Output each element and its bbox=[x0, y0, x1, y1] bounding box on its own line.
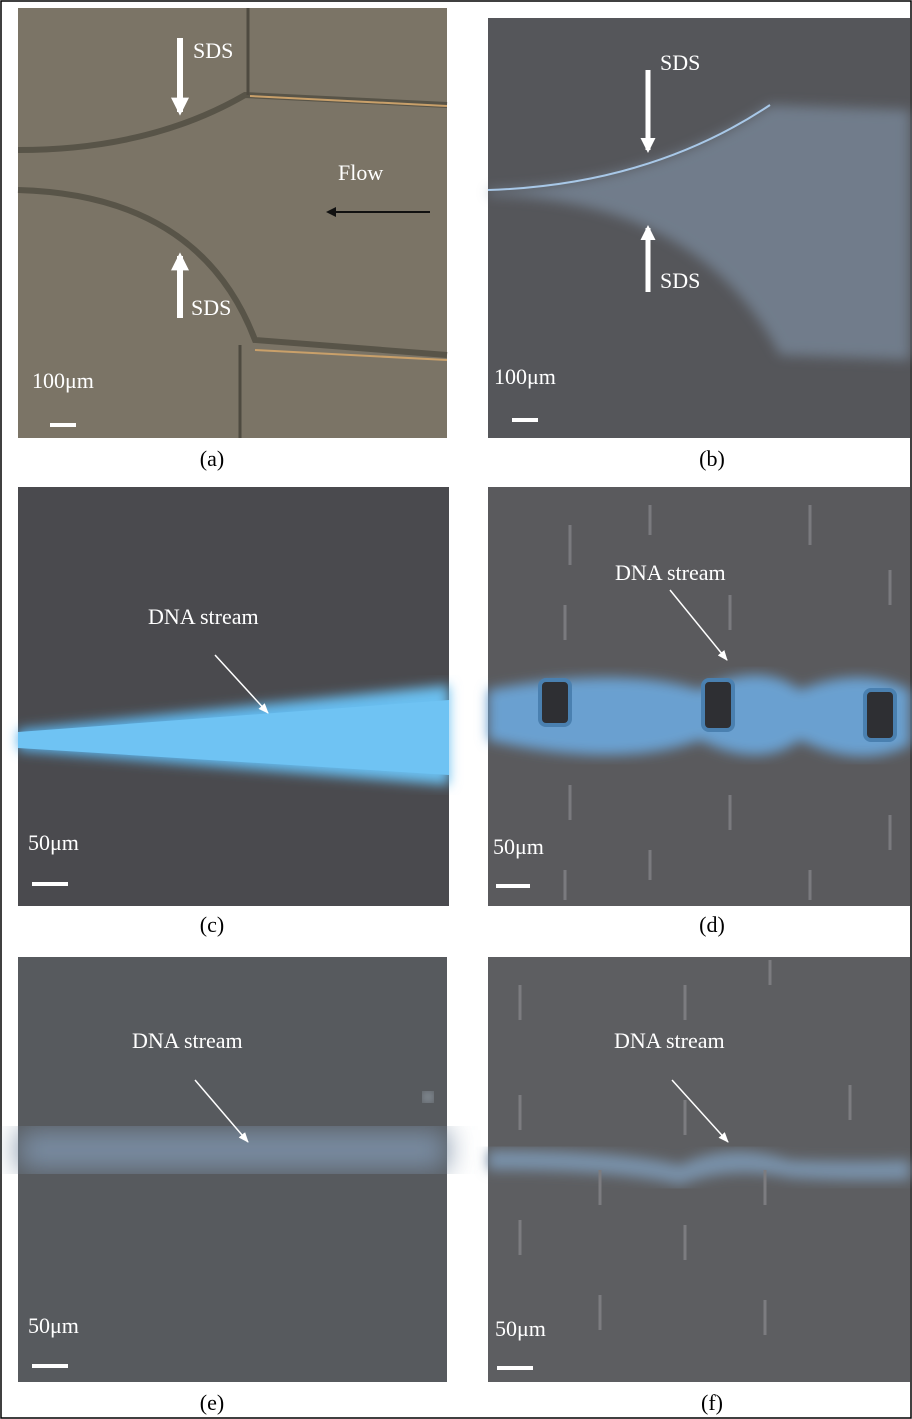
annotation: SDS bbox=[193, 38, 233, 63]
scale-label: 100μm bbox=[494, 364, 556, 389]
panel-f: DNA stream 50μm (f) bbox=[488, 957, 910, 1415]
annotation: SDS bbox=[660, 50, 700, 75]
caption: (c) bbox=[200, 912, 224, 937]
scale-label: 50μm bbox=[28, 830, 79, 855]
annotation: DNA stream bbox=[614, 1028, 725, 1053]
caption: (a) bbox=[200, 446, 224, 471]
scale-label: 100μm bbox=[32, 368, 94, 393]
scale-label: 50μm bbox=[495, 1316, 546, 1341]
panel-d: DNA stream 50μm (d) bbox=[488, 487, 910, 937]
caption: (e) bbox=[200, 1390, 224, 1415]
caption: (d) bbox=[699, 912, 725, 937]
annotation: SDS bbox=[191, 295, 231, 320]
panel-a: SDS Flow SDS 100μm (a) bbox=[18, 8, 447, 471]
caption: (b) bbox=[699, 446, 725, 471]
annotation: SDS bbox=[660, 268, 700, 293]
scale-label: 50μm bbox=[493, 834, 544, 859]
panel-c: DNA stream 50μm (c) bbox=[18, 487, 449, 937]
annotation: DNA stream bbox=[132, 1028, 243, 1053]
scale-label: 50μm bbox=[28, 1313, 79, 1338]
panel-b: SDS SDS 100μm (b) bbox=[488, 18, 910, 471]
annotation: DNA stream bbox=[615, 560, 726, 585]
figure: SDS Flow SDS 100μm (a) SDS SDS 100μm (b)… bbox=[0, 0, 912, 1419]
panel-e: DNA stream 50μm (e) bbox=[18, 957, 447, 1415]
annotation: Flow bbox=[338, 160, 383, 185]
annotation: DNA stream bbox=[148, 604, 259, 629]
caption: (f) bbox=[701, 1390, 723, 1415]
